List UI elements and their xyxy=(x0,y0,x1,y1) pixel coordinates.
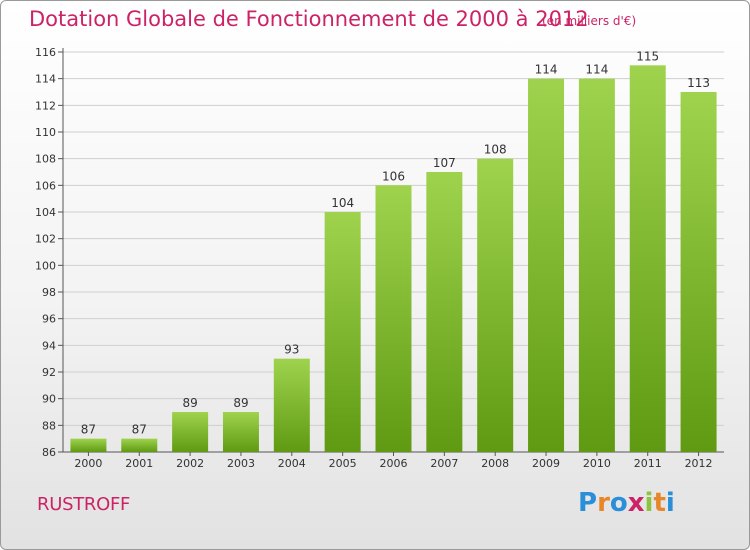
y-tick-label: 112 xyxy=(35,99,56,112)
y-tick-label: 104 xyxy=(35,206,56,219)
data-label: 106 xyxy=(382,169,405,183)
x-tick-label: 2008 xyxy=(481,457,509,470)
chart-title: Dotation Globale de Fonctionnement de 20… xyxy=(29,7,589,31)
y-tick-label: 108 xyxy=(35,153,56,166)
data-label: 89 xyxy=(233,396,248,410)
y-tick-label: 98 xyxy=(42,286,56,299)
y-tick-label: 106 xyxy=(35,179,56,192)
logo-letter: x xyxy=(627,488,645,518)
logo-letter: o xyxy=(609,488,628,518)
bar xyxy=(222,412,259,452)
y-tick-label: 110 xyxy=(35,126,56,139)
y-tick-label: 102 xyxy=(35,233,56,246)
logo-letter: i xyxy=(665,488,675,518)
data-label: 87 xyxy=(81,423,96,437)
data-label: 114 xyxy=(585,63,608,77)
bar xyxy=(70,438,107,452)
x-tick-label: 2011 xyxy=(634,457,662,470)
data-label: 89 xyxy=(182,396,197,410)
data-label: 114 xyxy=(535,63,558,77)
data-label: 108 xyxy=(484,143,507,157)
y-tick-label: 90 xyxy=(42,393,56,406)
x-tick-label: 2003 xyxy=(227,457,255,470)
chart-subtitle: (en milliers d'€) xyxy=(542,14,637,28)
x-tick-label: 2005 xyxy=(329,457,357,470)
x-tick-label: 2004 xyxy=(278,457,306,470)
data-label: 113 xyxy=(687,76,710,90)
bar xyxy=(680,92,717,452)
x-tick-label: 2001 xyxy=(125,457,153,470)
data-label: 87 xyxy=(132,423,147,437)
x-tick-label: 2012 xyxy=(685,457,713,470)
y-tick-label: 114 xyxy=(35,73,56,86)
bar xyxy=(578,78,615,453)
commune-name: RUSTROFF xyxy=(37,494,131,515)
proxiti-logo: Proxiti xyxy=(578,488,675,518)
bar xyxy=(426,172,463,452)
bar xyxy=(477,158,514,452)
y-tick-label: 86 xyxy=(42,446,56,459)
bar xyxy=(528,78,565,453)
y-tick-label: 100 xyxy=(35,259,56,272)
x-tick-label: 2000 xyxy=(74,457,102,470)
y-tick-label: 116 xyxy=(35,46,56,59)
data-label: 115 xyxy=(636,49,659,63)
data-label: 93 xyxy=(284,343,299,357)
y-tick-label: 92 xyxy=(42,366,56,379)
bar xyxy=(273,358,310,452)
x-tick-label: 2002 xyxy=(176,457,204,470)
logo-letter: i xyxy=(644,488,654,518)
bar xyxy=(324,212,361,452)
y-tick-label: 96 xyxy=(42,313,56,326)
logo-letter: r xyxy=(597,488,610,518)
logo-letter: t xyxy=(653,488,666,518)
x-tick-label: 2010 xyxy=(583,457,611,470)
bar xyxy=(172,412,209,452)
bar xyxy=(629,65,666,452)
x-tick-label: 2007 xyxy=(430,457,458,470)
bar xyxy=(121,438,158,452)
logo-letter: P xyxy=(578,488,598,518)
data-label: 104 xyxy=(331,196,354,210)
x-tick-label: 2009 xyxy=(532,457,560,470)
data-label: 107 xyxy=(433,156,456,170)
y-tick-label: 88 xyxy=(42,419,56,432)
x-tick-label: 2006 xyxy=(380,457,408,470)
y-tick-label: 94 xyxy=(42,339,56,352)
bar xyxy=(375,185,412,453)
